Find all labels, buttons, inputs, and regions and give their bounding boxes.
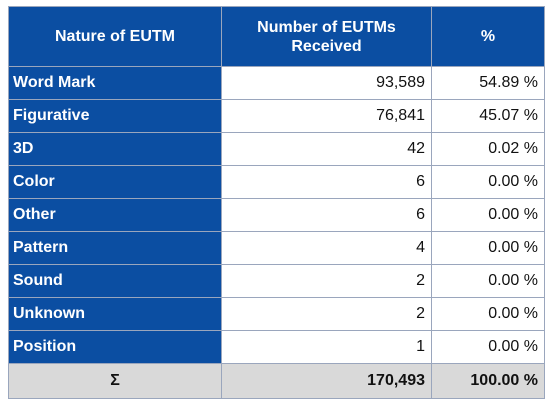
eutm-table-container: Nature of EUTM Number of EUTMs Received … — [8, 6, 545, 399]
row-percent: 0.00 % — [431, 297, 545, 331]
table-row: Color 6 0.00 % — [8, 165, 545, 199]
row-percent: 0.00 % — [431, 330, 545, 364]
row-count: 76,841 — [221, 99, 432, 133]
table-row: Pattern 4 0.00 % — [8, 231, 545, 265]
row-percent: 0.00 % — [431, 231, 545, 265]
header-count: Number of EUTMs Received — [221, 6, 432, 67]
row-count: 42 — [221, 132, 432, 166]
row-percent: 0.00 % — [431, 198, 545, 232]
table-row: Figurative 76,841 45.07 % — [8, 99, 545, 133]
row-label: Pattern — [8, 231, 222, 265]
table-row: Sound 2 0.00 % — [8, 264, 545, 298]
row-percent: 0.00 % — [431, 264, 545, 298]
row-count: 2 — [221, 264, 432, 298]
total-count: 170,493 — [221, 363, 432, 399]
row-count: 2 — [221, 297, 432, 331]
table-row: Unknown 2 0.00 % — [8, 297, 545, 331]
row-label: Word Mark — [8, 66, 222, 100]
row-percent: 0.02 % — [431, 132, 545, 166]
total-label: Σ — [8, 363, 222, 399]
row-percent: 54.89 % — [431, 66, 545, 100]
row-count: 4 — [221, 231, 432, 265]
eutm-nature-table: Nature of EUTM Number of EUTMs Received … — [8, 6, 545, 399]
row-label: Position — [8, 330, 222, 364]
total-percent: 100.00 % — [431, 363, 545, 399]
row-percent: 0.00 % — [431, 165, 545, 199]
row-label: Unknown — [8, 297, 222, 331]
row-count: 93,589 — [221, 66, 432, 100]
header-percent: % — [431, 6, 545, 67]
total-row: Σ 170,493 100.00 % — [8, 363, 545, 399]
row-count: 6 — [221, 165, 432, 199]
table-footer: Σ 170,493 100.00 % — [8, 363, 545, 399]
row-label: 3D — [8, 132, 222, 166]
row-label: Other — [8, 198, 222, 232]
table-row: Word Mark 93,589 54.89 % — [8, 66, 545, 100]
row-label: Figurative — [8, 99, 222, 133]
table-row: Position 1 0.00 % — [8, 330, 545, 364]
table-row: Other 6 0.00 % — [8, 198, 545, 232]
table-row: 3D 42 0.02 % — [8, 132, 545, 166]
row-count: 1 — [221, 330, 432, 364]
header-nature: Nature of EUTM — [8, 6, 222, 67]
row-label: Color — [8, 165, 222, 199]
row-label: Sound — [8, 264, 222, 298]
row-percent: 45.07 % — [431, 99, 545, 133]
header-row: Nature of EUTM Number of EUTMs Received … — [8, 6, 545, 67]
row-count: 6 — [221, 198, 432, 232]
table-header: Nature of EUTM Number of EUTMs Received … — [8, 6, 545, 67]
table-body: Word Mark 93,589 54.89 % Figurative 76,8… — [8, 66, 545, 364]
